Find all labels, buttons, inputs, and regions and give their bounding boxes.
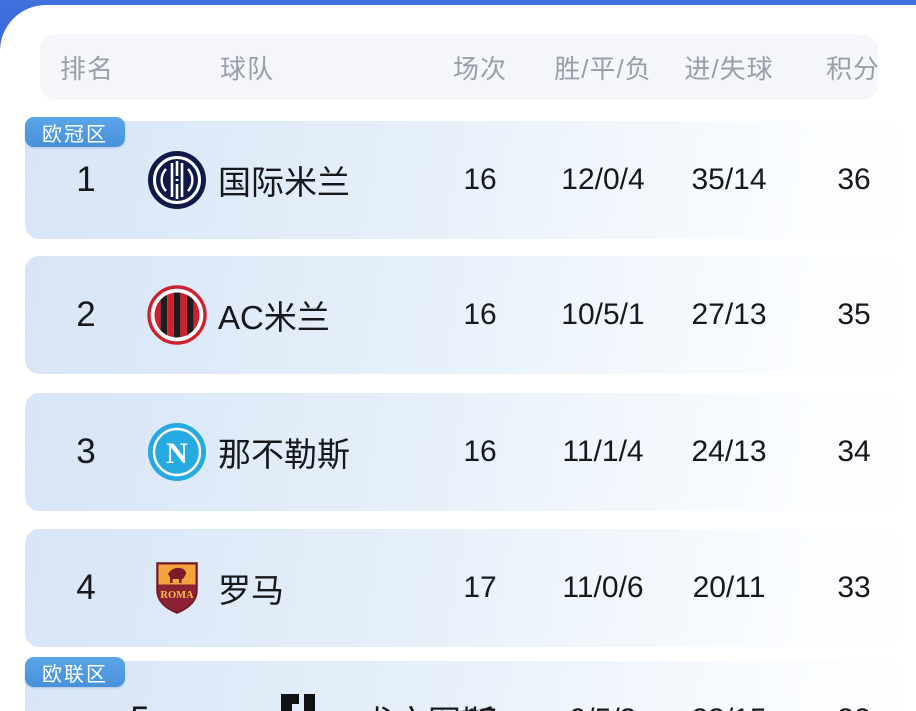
table-row[interactable]: 3 N 那不勒斯 16 11/1/4 24/13 34 [25,393,900,511]
rank-cell: 2 [76,295,96,334]
zone-badge-champions-league: 欧冠区 [25,117,125,147]
rank-cell: 3 [76,432,96,471]
rank-cell: 1 [76,160,96,199]
team-logo-ac-milan-icon [145,256,209,374]
goals-cell: 20/11 [692,571,766,604]
goals-cell: 27/13 [691,298,767,331]
header-cell-points: 积分 [825,53,880,84]
table-row[interactable]: 1 国际米兰 16 12/0/4 35/14 36 [25,121,900,239]
points-cell: 32 [804,661,904,711]
team-name: 国际米兰 [218,164,350,201]
team-logo-juventus-icon [267,661,331,711]
team-logo-roma-icon: ROMA [145,529,209,647]
team-name: 那不勒斯 [218,436,350,473]
header-cell-goals: 进/失球 [684,53,774,84]
played-cell: 16 [463,298,497,331]
wdl-cell: 10/5/1 [561,298,645,331]
team-logo-napoli-icon: N [145,393,209,511]
header-cell-played: 场次 [452,53,507,84]
team-logo-inter-milan-icon [145,121,209,239]
wdl-cell: 11/0/6 [562,571,644,604]
table-row[interactable]: 5 尤文图斯179/5/323/1532 [25,661,900,711]
rank-cell: 4 [76,568,96,607]
header-cell-wdl: 胜/平/负 [554,53,652,84]
svg-text:ROMA: ROMA [160,590,194,601]
wdl-cell: 12/0/4 [561,163,645,196]
played-cell: 16 [463,163,497,196]
table-header: 排名 球队 场次 胜/平/负 进/失球 积分 [40,34,879,100]
played-cell: 17 [430,661,530,711]
team-name: 罗马 [218,572,284,609]
points-cell: 35 [837,298,871,331]
header-cell-team: 球队 [220,53,275,84]
points-cell: 34 [837,435,871,468]
goals-cell: 35/14 [691,163,767,196]
standings-card: 排名 球队 场次 胜/平/负 进/失球 积分 欧冠区 1 国际米兰 16 12/0/4… [0,5,916,711]
played-cell: 16 [463,435,497,468]
wdl-cell: 11/1/4 [562,435,644,468]
points-cell: 36 [837,163,871,196]
zone-badge-europa-league: 欧联区 [25,657,125,687]
table-row[interactable]: 2 AC米兰 16 10/5/1 27/13 35 [25,256,900,374]
team-name: AC米兰 [218,299,330,336]
team-name: 尤文图斯 [362,661,592,711]
svg-text:N: N [166,437,188,470]
goals-cell: 23/15 [659,661,799,711]
wdl-cell: 9/5/3 [533,661,673,711]
points-cell: 33 [837,571,871,604]
played-cell: 17 [463,571,497,604]
header-cell-rank: 排名 [59,53,114,84]
rank-cell: 5 [105,661,175,711]
table-row[interactable]: 4 ROMA 罗马 17 11/0/6 20/11 33 [25,529,900,647]
goals-cell: 24/13 [691,435,767,468]
